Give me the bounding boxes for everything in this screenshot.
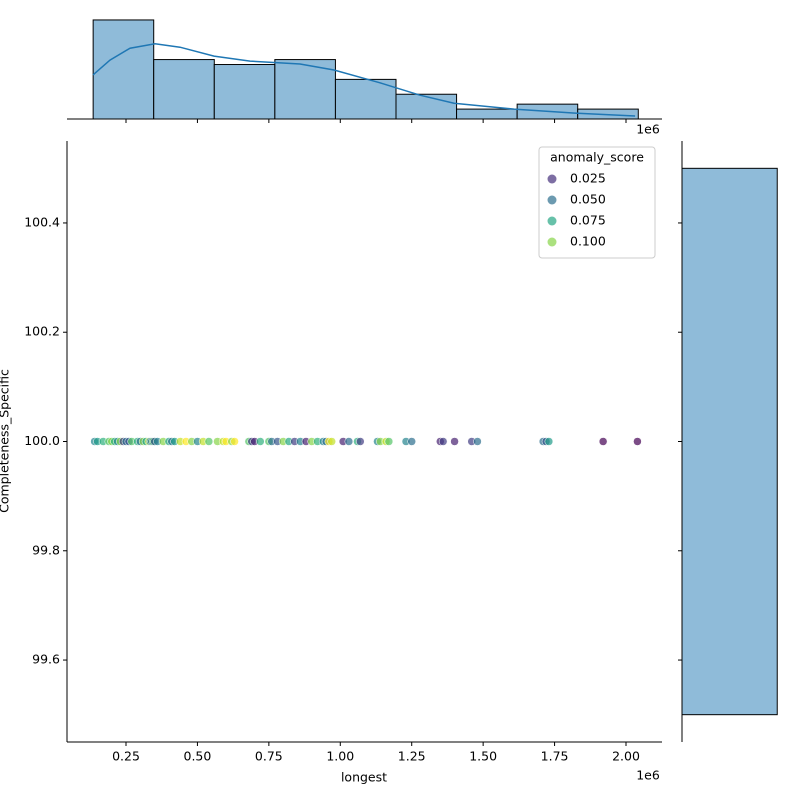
x-tick-label: 0.50: [184, 749, 212, 764]
y-tick-label: 99.8: [32, 542, 60, 557]
scatter-point: [438, 437, 448, 446]
scatter-point: [598, 437, 608, 446]
legend-label: 0.075: [570, 213, 606, 228]
histogram-bar: [395, 93, 458, 120]
x-offset-label: 1e6: [636, 122, 660, 137]
x-tick-label: 2.00: [612, 749, 640, 764]
legend-label: 0.050: [570, 192, 606, 207]
legend-title: anomaly_score: [550, 150, 644, 165]
x-tick-label: 0.25: [112, 749, 140, 764]
scatter-point: [450, 437, 459, 446]
x-tick-label: 0.75: [255, 749, 283, 764]
histogram-bar: [92, 19, 155, 120]
scatter-point: [407, 437, 416, 446]
x-offset-label: 1e6: [636, 768, 660, 783]
scatter-point: [344, 437, 354, 446]
scatter-point: [356, 437, 365, 446]
scatter-point: [633, 437, 642, 446]
legend-marker: [547, 237, 557, 247]
histogram-bar: [334, 78, 397, 120]
scatter-point: [327, 437, 336, 446]
histogram-bar: [213, 64, 276, 120]
y-tick-label: 100.4: [24, 214, 60, 229]
scatter-point: [384, 437, 394, 446]
scatter-point: [256, 437, 265, 446]
legend-marker: [547, 216, 557, 226]
histogram-bar: [456, 108, 518, 120]
x-tick-label: 1.75: [541, 749, 569, 764]
kde-line: [92, 42, 636, 117]
x-axis-label: longest: [341, 770, 387, 785]
legend-box: [538, 146, 656, 259]
scatter-point: [473, 437, 482, 446]
legend-label: 0.100: [570, 234, 606, 249]
scatter-point: [204, 437, 214, 446]
x-tick-label: 1.50: [469, 749, 497, 764]
histogram-bar: [681, 167, 778, 716]
y-tick-label: 100.0: [24, 433, 60, 448]
scatter-point: [230, 437, 239, 446]
y-axis-label: Completeness_Specific: [0, 369, 12, 513]
x-tick-label: 1.25: [398, 749, 426, 764]
legend-marker: [547, 174, 557, 184]
x-tick-label: 1.00: [326, 749, 354, 764]
y-tick-label: 100.2: [24, 324, 60, 339]
y-tick-label: 99.6: [32, 652, 60, 667]
histogram-bar: [153, 59, 215, 120]
legend-marker: [547, 195, 557, 205]
legend-label: 0.025: [570, 171, 606, 186]
scatter-point: [544, 437, 554, 446]
